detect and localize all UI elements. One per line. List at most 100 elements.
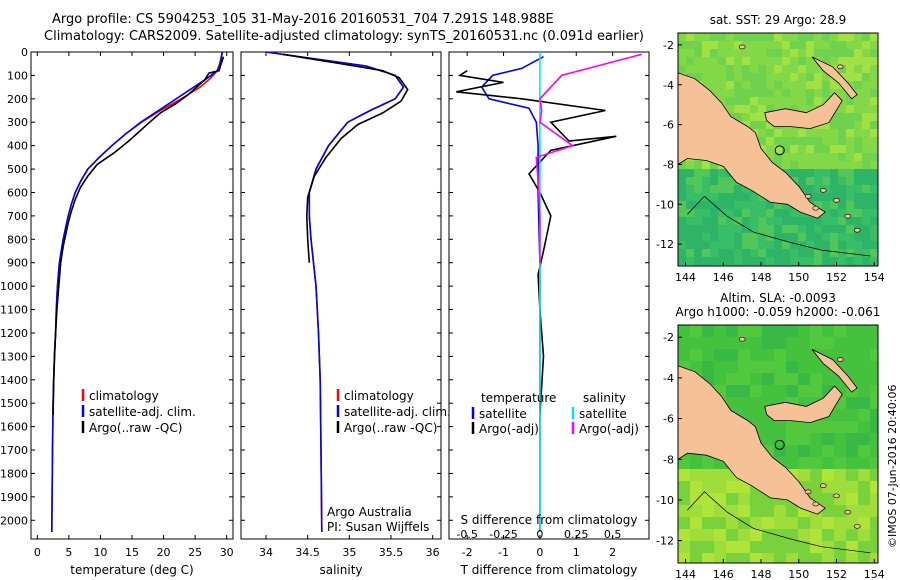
map-cell bbox=[846, 409, 858, 421]
y-tick-label: 0 bbox=[21, 46, 28, 59]
map-cell bbox=[750, 249, 758, 257]
map-cell bbox=[870, 409, 878, 421]
map-cell bbox=[858, 457, 870, 469]
map-cell bbox=[786, 505, 798, 517]
map-cell bbox=[690, 517, 702, 529]
map-cell bbox=[738, 541, 750, 553]
map-cell bbox=[710, 81, 718, 89]
map-cell bbox=[766, 41, 774, 49]
map-cell bbox=[862, 81, 870, 89]
map-cell bbox=[798, 529, 810, 541]
map-cell bbox=[718, 177, 726, 185]
map-cell bbox=[870, 529, 878, 541]
x-axis-label: salinity bbox=[319, 563, 362, 577]
map-cell bbox=[790, 41, 798, 49]
map-cell bbox=[870, 41, 878, 49]
map-cell bbox=[854, 65, 862, 73]
map-cell bbox=[870, 49, 878, 57]
map-cell bbox=[774, 145, 782, 153]
series-line-argo-raw-qc- bbox=[52, 56, 225, 415]
map-cell bbox=[750, 89, 758, 97]
map-cell bbox=[834, 421, 846, 433]
map-cell bbox=[718, 249, 726, 257]
map-title-line-2: Argo h1000: -0.059 h2000: -0.061 bbox=[676, 305, 881, 319]
y-tick-label: 700 bbox=[7, 210, 28, 223]
map-cell bbox=[766, 249, 774, 257]
map-cell bbox=[822, 161, 830, 169]
map-cell bbox=[834, 325, 846, 337]
map-cell bbox=[846, 129, 854, 137]
map-cell bbox=[862, 57, 870, 65]
map-cell bbox=[742, 89, 750, 97]
map-cell bbox=[822, 517, 834, 529]
map-cell bbox=[786, 349, 798, 361]
map-cell bbox=[830, 33, 838, 41]
map-cell bbox=[734, 113, 742, 121]
map-cell bbox=[786, 553, 798, 563]
map-cell bbox=[854, 241, 862, 249]
map-cell bbox=[810, 457, 822, 469]
map-cell bbox=[814, 161, 822, 169]
panel-frame bbox=[30, 51, 234, 540]
map-cell bbox=[822, 217, 830, 225]
map-cell bbox=[762, 421, 774, 433]
map-cell bbox=[838, 217, 846, 225]
map-cell bbox=[678, 349, 690, 361]
map-cell bbox=[870, 73, 878, 81]
map-cell bbox=[858, 553, 870, 563]
map-cell bbox=[786, 361, 798, 373]
map-cell bbox=[806, 225, 814, 233]
map-cell bbox=[834, 409, 846, 421]
map-cell bbox=[822, 541, 834, 553]
map-cell bbox=[750, 337, 762, 349]
map-cell bbox=[742, 73, 750, 81]
map-cell bbox=[782, 33, 790, 41]
map-cell bbox=[858, 529, 870, 541]
map-y-tick-label: -12 bbox=[656, 535, 674, 548]
map-cell bbox=[838, 33, 846, 41]
map-cell bbox=[758, 145, 766, 153]
map-cell bbox=[726, 97, 734, 105]
land-new-ireland bbox=[811, 56, 858, 100]
map-cell bbox=[810, 529, 822, 541]
map-cell bbox=[830, 249, 838, 257]
map-cell bbox=[710, 233, 718, 241]
map-cell bbox=[710, 169, 718, 177]
map-cell bbox=[690, 469, 702, 481]
map-cell bbox=[854, 177, 862, 185]
panel-frame bbox=[240, 51, 442, 540]
map-cell bbox=[854, 73, 862, 81]
map-cell bbox=[710, 217, 718, 225]
map-cell bbox=[694, 225, 702, 233]
island bbox=[738, 44, 746, 50]
x-tick-label: 36 bbox=[426, 546, 440, 559]
map-cell bbox=[718, 57, 726, 65]
map-cell bbox=[726, 493, 738, 505]
map-cell bbox=[690, 457, 702, 469]
panel-difference: -2 -1 0 1 2 T difference from climatology temp… bbox=[448, 51, 650, 577]
map-cell bbox=[782, 161, 790, 169]
map-cell bbox=[718, 33, 726, 41]
x-tick-label-s: -0.5 bbox=[456, 528, 477, 541]
map-cell bbox=[774, 541, 786, 553]
map-cell bbox=[702, 249, 710, 257]
map-cell bbox=[766, 153, 774, 161]
map-cell bbox=[822, 233, 830, 241]
map-cell bbox=[714, 517, 726, 529]
map-cell bbox=[798, 73, 806, 81]
map-cell bbox=[702, 177, 710, 185]
map-cell bbox=[766, 137, 774, 145]
map-cell bbox=[762, 337, 774, 349]
map-cell bbox=[694, 249, 702, 257]
map-cell bbox=[750, 397, 762, 409]
map-cell bbox=[758, 105, 766, 113]
map-cell bbox=[686, 201, 694, 209]
map-cell bbox=[798, 337, 810, 349]
map-cell bbox=[862, 241, 870, 249]
map-cell bbox=[738, 397, 750, 409]
map-cell bbox=[686, 49, 694, 57]
map-cell bbox=[870, 185, 878, 193]
map-cell bbox=[678, 185, 686, 193]
map-cell bbox=[762, 325, 774, 337]
map-cell bbox=[790, 241, 798, 249]
